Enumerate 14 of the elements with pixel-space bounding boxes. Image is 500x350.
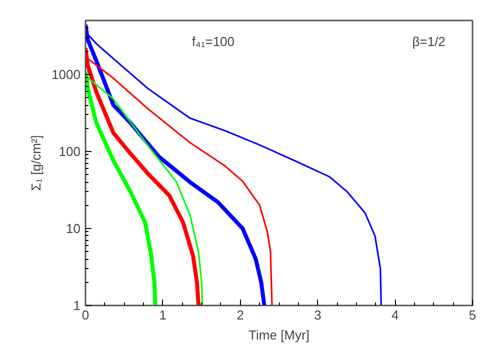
y-tick-label: 1 bbox=[73, 298, 81, 313]
x-tick-label: 2 bbox=[236, 308, 244, 322]
annotation: β=1/2 bbox=[412, 34, 446, 49]
y-tick-label: 1000 bbox=[52, 66, 80, 82]
x-tick-label: 4 bbox=[391, 308, 399, 322]
annotation: f₄₁=100 bbox=[192, 34, 235, 49]
x-tick-label: 1 bbox=[159, 308, 167, 322]
y-tick-label: 100 bbox=[58, 144, 81, 159]
x-tick-label: 3 bbox=[314, 308, 322, 322]
y-axis-title: Σ₁ [g/cm²] bbox=[28, 135, 44, 191]
y-tick-label: 10 bbox=[66, 220, 81, 236]
x-axis-title: Time [Myr] bbox=[248, 328, 310, 342]
x-tick-label: 0 bbox=[82, 308, 90, 322]
x-tick-label: 5 bbox=[468, 308, 476, 322]
